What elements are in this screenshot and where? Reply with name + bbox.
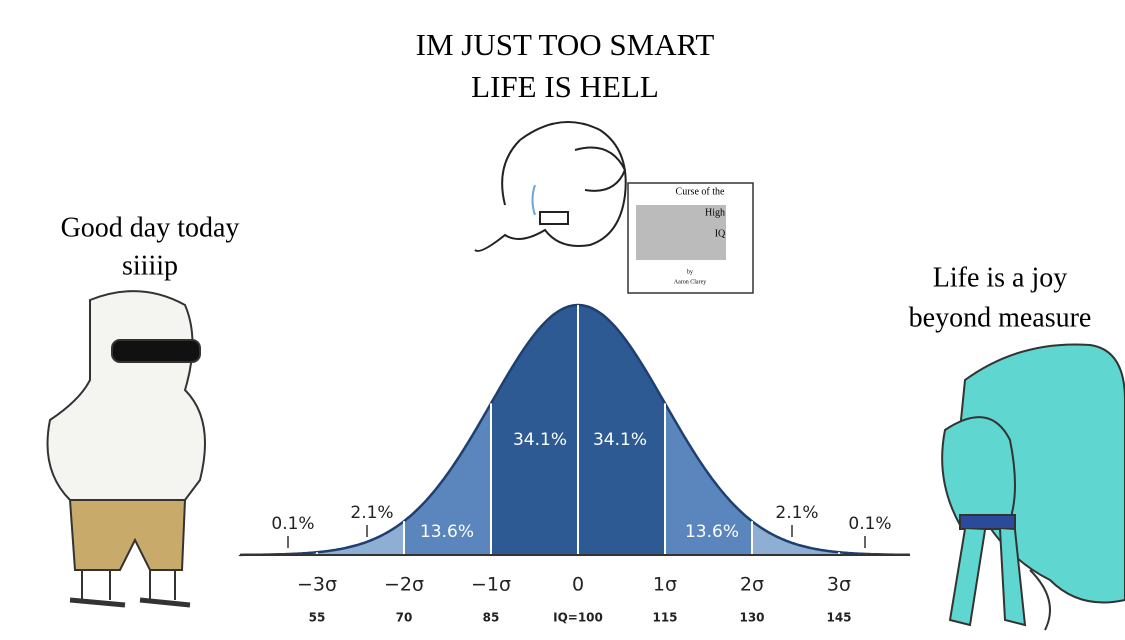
title-line: LIFE IS HELL	[471, 69, 659, 104]
book-author: Aaron Clarey	[674, 279, 707, 285]
left-caption: Good day today	[61, 212, 240, 243]
percent-label: 2.1%	[775, 503, 818, 523]
right-caption: Life is a joy	[933, 262, 1068, 293]
book-author: by	[687, 269, 693, 275]
sigma-label: −3σ	[297, 574, 337, 596]
curve-region	[752, 521, 839, 555]
curve-outline	[238, 303, 910, 557]
book-title: IQ	[715, 228, 726, 239]
percent-label: 0.1%	[848, 514, 891, 534]
iq-label: 130	[739, 611, 764, 625]
percent-label: 13.6%	[685, 522, 739, 542]
iq-label: 145	[826, 611, 851, 625]
sigma-label: −1σ	[471, 574, 511, 596]
bell-curve: 0.1% 2.1% 13.6% 34.1% 34.1% 13.6% 2.1% 0.1% −3σ 5…	[238, 303, 910, 625]
sigma-label: 1σ	[653, 574, 677, 596]
crying-figure	[474, 121, 627, 252]
sigma-label: 2σ	[740, 574, 764, 596]
right-figure	[941, 343, 1125, 631]
left-figure	[46, 290, 206, 608]
percent-label: 2.1%	[350, 503, 393, 523]
right-caption: beyond measure	[909, 302, 1092, 333]
percent-label: 34.1%	[593, 430, 647, 450]
iq-label: 115	[652, 611, 677, 625]
book-title: High	[705, 207, 725, 218]
percent-label: 0.1%	[271, 514, 314, 534]
curve-region	[317, 521, 404, 555]
left-caption: siiiip	[122, 250, 178, 281]
iq-label: 70	[396, 611, 413, 625]
iq-label: IQ=100	[553, 611, 603, 625]
title-line: IM JUST TOO SMART	[416, 27, 715, 62]
percent-label: 13.6%	[420, 522, 474, 542]
percent-label: 34.1%	[513, 430, 567, 450]
iq-label: 85	[483, 611, 500, 625]
book: Curse of the High IQ by Aaron Clarey	[627, 182, 754, 294]
sigma-label: 3σ	[827, 574, 851, 596]
iq-label: 55	[309, 611, 326, 625]
book-title: Curse of the	[676, 186, 725, 197]
sigma-label: −2σ	[384, 574, 424, 596]
sigma-label: 0	[572, 574, 584, 596]
